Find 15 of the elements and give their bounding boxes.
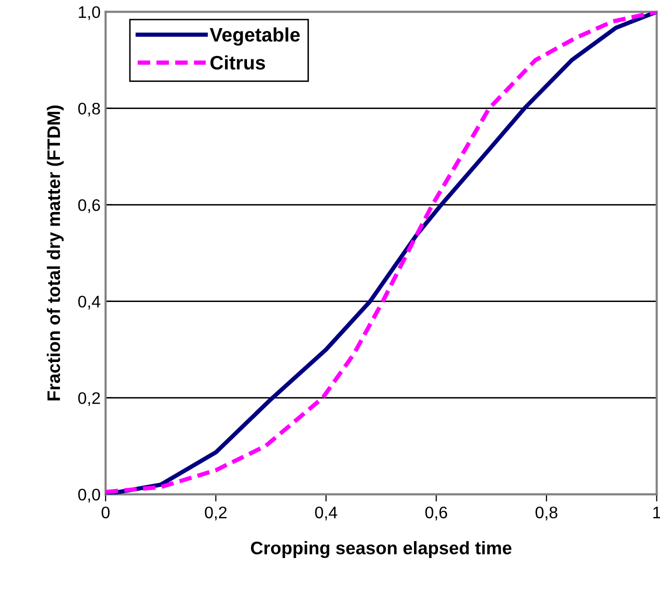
y-tick-label: 0,2 bbox=[78, 392, 100, 406]
y-tick-label: 1,0 bbox=[78, 6, 100, 20]
y-tick-label: 0,4 bbox=[78, 296, 100, 310]
x-tick-label: 0,2 bbox=[204, 506, 227, 520]
y-tick-label: 0,8 bbox=[78, 102, 100, 117]
x-axis-title: Cropping season elapsed time bbox=[250, 541, 512, 558]
y-tick-label: 0,0 bbox=[78, 488, 100, 502]
x-tick-label: 0,8 bbox=[536, 506, 558, 520]
x-tick-label: 0 bbox=[102, 506, 110, 518]
x-tick-label: 0,4 bbox=[315, 506, 338, 520]
y-tick-label: 0,6 bbox=[78, 199, 100, 214]
x-tick-label: 0,6 bbox=[425, 506, 448, 520]
legend-label: Citrus bbox=[210, 55, 266, 70]
y-axis-title: Fraction of total dry matter (FTDM) bbox=[46, 106, 64, 400]
legend-label: Vegetable bbox=[210, 27, 300, 46]
